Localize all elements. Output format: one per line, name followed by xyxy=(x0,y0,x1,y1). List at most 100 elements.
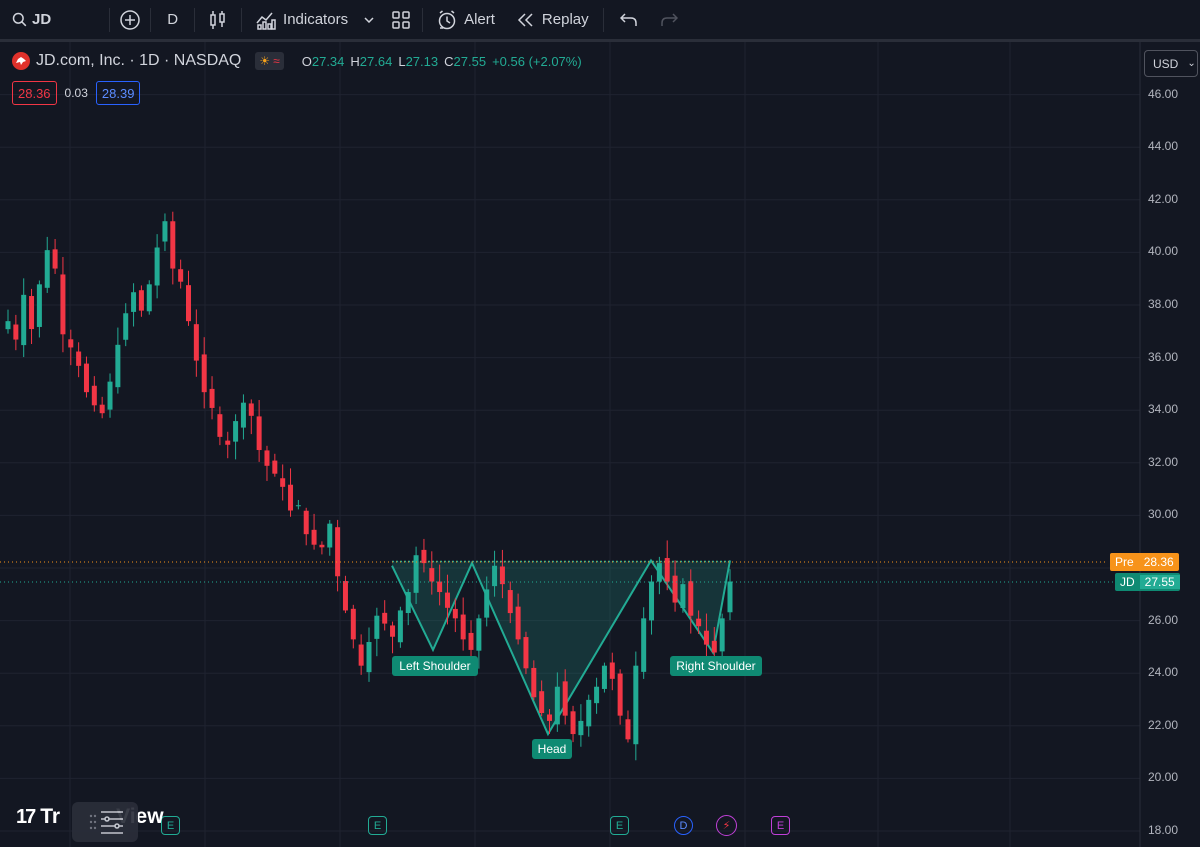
candle-body xyxy=(641,618,647,672)
candle-body xyxy=(727,581,733,613)
candle-body xyxy=(335,527,341,577)
candle-body xyxy=(146,284,152,312)
candle-body xyxy=(233,421,239,442)
candle-body xyxy=(444,592,450,608)
candle-body xyxy=(633,665,639,745)
candle-body xyxy=(201,354,207,393)
replay-label: Replay xyxy=(541,11,589,28)
price-chart[interactable] xyxy=(0,42,1200,847)
candle-body xyxy=(162,221,168,242)
right-shoulder-label[interactable]: Right Shoulder xyxy=(670,656,762,676)
toolbar-divider xyxy=(241,7,243,32)
indicators-dropdown[interactable] xyxy=(358,0,380,41)
price-axis-label: 18.00 xyxy=(1148,823,1179,837)
pre-market-tag: Pre 28.36 xyxy=(1110,553,1179,571)
sunrise-icon: ☀ xyxy=(259,54,271,68)
candle-body xyxy=(264,450,270,466)
replay-button[interactable]: Replay xyxy=(505,0,599,41)
alarm-clock-icon xyxy=(438,9,456,29)
earnings-marker[interactable]: E xyxy=(610,816,629,835)
candles-icon xyxy=(210,10,225,29)
price-axis-label: 46.00 xyxy=(1148,86,1179,101)
alert-button[interactable]: Alert xyxy=(423,0,505,41)
candle-body xyxy=(217,414,223,437)
candle-series[interactable] xyxy=(5,211,733,761)
symbol-legend: JD.com, Inc. · 1D · NASDAQ ☀ ≈ O27.34 H2… xyxy=(12,52,582,70)
redo-button[interactable] xyxy=(654,0,684,41)
earnings-marker[interactable]: E xyxy=(771,816,790,835)
indicators-button[interactable]: Indicators xyxy=(242,0,358,41)
sell-price-button[interactable]: 28.36 xyxy=(12,81,57,105)
candle-body xyxy=(107,381,113,410)
toolbar-divider xyxy=(422,7,424,32)
candle-body xyxy=(115,344,121,388)
buy-price-button[interactable]: 28.39 xyxy=(95,81,141,105)
candle-body xyxy=(468,632,474,650)
candle-body xyxy=(703,630,709,645)
candle-body xyxy=(358,644,364,666)
low-value: 27.13 xyxy=(405,53,439,69)
candle-body xyxy=(507,590,513,614)
earnings-marker[interactable]: E xyxy=(368,816,387,835)
candle-body xyxy=(476,618,482,651)
chart-pane[interactable] xyxy=(0,42,1200,847)
price-axis-label: 40.00 xyxy=(1148,244,1179,259)
toolbar-divider xyxy=(194,7,196,32)
dividend-marker[interactable]: D xyxy=(674,816,693,835)
split-marker-icon[interactable]: ⚡ xyxy=(716,815,737,836)
candle-body xyxy=(170,221,176,269)
candle-body xyxy=(256,416,262,451)
candle-body xyxy=(154,247,160,286)
session-badge[interactable]: ☀ ≈ xyxy=(255,52,284,70)
candle-body xyxy=(672,575,678,603)
price-level-lines xyxy=(0,561,1113,583)
candle-body xyxy=(586,699,592,727)
pre-label: Pre xyxy=(1115,555,1134,569)
open-key: O xyxy=(301,53,312,69)
replay-icon xyxy=(517,12,533,27)
price-axis-label: 36.00 xyxy=(1148,349,1179,364)
price-axis-label: 38.00 xyxy=(1148,297,1179,311)
indicators-icon xyxy=(256,12,276,30)
high-value: 27.64 xyxy=(359,53,393,69)
symbol-search-button[interactable]: JD xyxy=(0,0,61,41)
candle-body xyxy=(617,673,623,716)
candle-body xyxy=(570,711,576,735)
chart-menu-button[interactable] xyxy=(72,802,138,842)
candle-body xyxy=(664,558,670,582)
interval-button[interactable]: D xyxy=(151,0,194,41)
candle-body xyxy=(36,284,42,327)
head-and-shoulders-pattern[interactable] xyxy=(391,558,731,737)
candle-body xyxy=(366,642,372,673)
pre-value: 28.36 xyxy=(1138,555,1179,569)
open-value: 27.34 xyxy=(311,53,345,69)
candle-body xyxy=(60,274,66,335)
candle-body xyxy=(405,592,411,614)
candle-body xyxy=(280,478,286,487)
price-axis-label: 34.00 xyxy=(1148,402,1179,417)
currency-label: USD xyxy=(1153,56,1179,71)
candle-body xyxy=(499,566,505,585)
undo-button[interactable] xyxy=(604,0,654,41)
candle-body xyxy=(123,313,129,340)
head-label[interactable]: Head xyxy=(532,739,572,759)
ohlc-values: O27.34 H27.64 L27.13 C27.55 +0.56 (+2.07… xyxy=(302,54,582,69)
candle-body xyxy=(594,686,600,704)
candle-body xyxy=(719,618,725,652)
candle-body xyxy=(303,510,309,535)
earnings-marker[interactable]: E xyxy=(161,816,180,835)
layout-templates-button[interactable] xyxy=(380,0,422,41)
symbol-title[interactable]: JD.com, Inc. · 1D · NASDAQ xyxy=(36,52,242,69)
candle-body xyxy=(319,544,325,548)
price-axis-label: 30.00 xyxy=(1148,507,1179,522)
last-price-tag: JD 27.55 xyxy=(1115,573,1180,591)
compare-symbol-button[interactable] xyxy=(110,0,150,41)
candle-body xyxy=(272,460,278,474)
candle-body xyxy=(83,363,89,393)
candle-body xyxy=(562,681,568,716)
left-shoulder-label[interactable]: Left Shoulder xyxy=(392,656,478,676)
currency-selector[interactable]: USD ⌄ xyxy=(1144,50,1198,77)
candle-body xyxy=(680,584,686,609)
bid-ask-panel: 28.36 0.03 28.39 xyxy=(12,81,141,105)
chart-type-button[interactable] xyxy=(195,0,241,41)
